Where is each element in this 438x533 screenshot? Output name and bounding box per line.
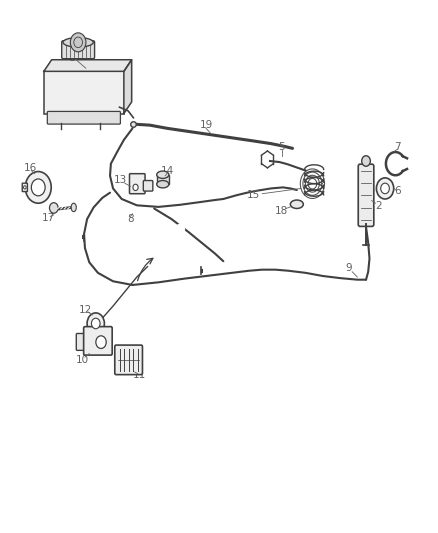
Polygon shape	[44, 60, 132, 71]
Text: 12: 12	[79, 305, 92, 315]
Circle shape	[176, 224, 184, 235]
FancyBboxPatch shape	[358, 164, 374, 227]
FancyBboxPatch shape	[44, 71, 124, 114]
Circle shape	[381, 183, 389, 193]
Circle shape	[49, 203, 58, 213]
Text: 9: 9	[346, 263, 352, 272]
Circle shape	[133, 184, 138, 191]
FancyBboxPatch shape	[115, 345, 142, 375]
Circle shape	[96, 336, 106, 349]
Circle shape	[71, 33, 86, 52]
Circle shape	[25, 172, 51, 203]
Text: 1: 1	[69, 53, 75, 63]
Polygon shape	[124, 60, 132, 114]
Circle shape	[87, 313, 104, 334]
FancyBboxPatch shape	[157, 175, 169, 184]
Text: 8: 8	[127, 214, 134, 224]
Circle shape	[32, 179, 45, 196]
Ellipse shape	[63, 38, 93, 47]
Text: 11: 11	[132, 370, 145, 380]
Text: 18: 18	[275, 206, 288, 215]
Text: 10: 10	[76, 356, 89, 366]
FancyBboxPatch shape	[47, 111, 120, 124]
Text: 14: 14	[160, 166, 174, 175]
Circle shape	[376, 178, 394, 199]
FancyBboxPatch shape	[62, 41, 95, 59]
Text: 7: 7	[394, 142, 400, 152]
Ellipse shape	[290, 200, 304, 208]
Text: 5: 5	[279, 142, 285, 152]
FancyBboxPatch shape	[130, 174, 145, 193]
FancyBboxPatch shape	[22, 183, 28, 191]
FancyBboxPatch shape	[143, 181, 153, 191]
Text: 13: 13	[114, 175, 127, 185]
Text: 19: 19	[199, 120, 213, 130]
FancyBboxPatch shape	[84, 327, 112, 355]
Text: 2: 2	[376, 201, 382, 211]
Circle shape	[362, 156, 371, 166]
Text: 15: 15	[247, 190, 260, 200]
Ellipse shape	[71, 203, 76, 212]
Text: 6: 6	[394, 185, 400, 196]
Circle shape	[24, 186, 26, 189]
Text: 17: 17	[42, 213, 55, 223]
Text: 16: 16	[24, 164, 38, 173]
Ellipse shape	[157, 181, 169, 188]
Circle shape	[92, 318, 100, 329]
Ellipse shape	[157, 171, 169, 179]
FancyBboxPatch shape	[76, 334, 87, 350]
